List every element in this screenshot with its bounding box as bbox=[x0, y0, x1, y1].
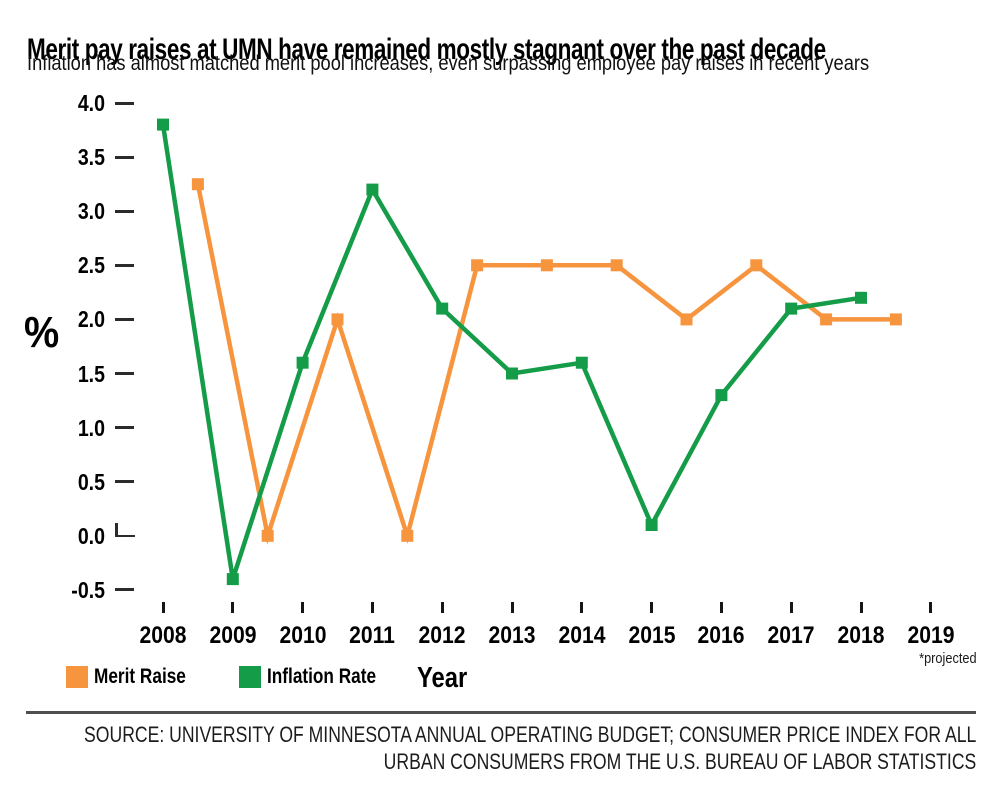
data-point-merit-raise bbox=[820, 313, 833, 326]
x-tick-label: 2008 bbox=[139, 622, 187, 649]
chart-subtitle: Inflation has almost matched merit pool … bbox=[27, 51, 870, 75]
data-point-inflation-rate bbox=[785, 302, 798, 315]
x-tick-mark bbox=[580, 602, 584, 613]
chart-title: Merit pay raises at UMN have remained mo… bbox=[27, 33, 826, 67]
y-tick-mark bbox=[115, 317, 134, 321]
y-tick-label: 2.5 bbox=[77, 252, 105, 279]
footer-divider bbox=[26, 711, 976, 714]
y-tick-label: 1.5 bbox=[77, 360, 105, 387]
x-tick-mark bbox=[440, 602, 444, 613]
y-tick-mark bbox=[115, 426, 134, 430]
x-tick-label: 2014 bbox=[558, 622, 606, 649]
y-tick-label: -0.5 bbox=[71, 576, 105, 603]
data-point-merit-raise bbox=[610, 259, 623, 272]
y-axis-origin-corner bbox=[115, 534, 135, 538]
x-tick-mark bbox=[650, 602, 654, 613]
data-point-merit-raise bbox=[331, 313, 344, 326]
data-point-inflation-rate bbox=[506, 367, 518, 380]
legend-item-inflation-rate: Inflation Rate bbox=[239, 665, 400, 689]
x-axis-label: Year bbox=[417, 662, 468, 694]
x-tick-label: 2010 bbox=[279, 622, 327, 649]
x-tick-label: 2012 bbox=[418, 622, 466, 649]
y-tick-mark bbox=[115, 209, 134, 213]
series-line-merit-raise bbox=[195, 183, 896, 545]
x-tick-label: 2018 bbox=[837, 622, 885, 649]
data-point-inflation-rate bbox=[575, 356, 588, 369]
data-point-inflation-rate bbox=[157, 118, 169, 131]
y-tick-mark bbox=[115, 155, 134, 159]
data-point-inflation-rate bbox=[226, 573, 239, 586]
source-line-2: URBAN CONSUMERS FROM THE U.S. BUREAU OF … bbox=[383, 749, 976, 774]
data-point-inflation-rate bbox=[715, 389, 728, 402]
legend-label: Inflation Rate bbox=[267, 665, 377, 688]
y-tick-mark bbox=[115, 263, 134, 267]
projected-note: *projected bbox=[919, 650, 977, 667]
data-point-inflation-rate bbox=[296, 356, 309, 369]
data-point-merit-raise bbox=[680, 313, 693, 326]
x-tick-mark bbox=[719, 602, 723, 613]
y-tick-mark bbox=[115, 480, 134, 484]
y-tick-label: 3.5 bbox=[77, 144, 105, 171]
y-axis-label: % bbox=[24, 308, 60, 357]
y-axis-origin-corner bbox=[115, 522, 118, 537]
data-point-inflation-rate bbox=[366, 183, 379, 196]
x-tick-label: 2013 bbox=[488, 622, 536, 649]
y-tick-mark bbox=[115, 588, 134, 592]
y-tick-label: 2.0 bbox=[77, 306, 105, 333]
y-tick-label: 3.0 bbox=[77, 198, 105, 225]
data-point-inflation-rate bbox=[855, 291, 867, 304]
legend-swatch bbox=[239, 666, 262, 688]
x-tick-label: 2016 bbox=[697, 622, 745, 649]
legend: Merit Raise Inflation Rate bbox=[66, 665, 400, 689]
legend-label: Merit Raise bbox=[94, 665, 186, 688]
x-tick-label: 2009 bbox=[209, 622, 257, 649]
x-tick-mark bbox=[929, 602, 933, 613]
data-point-merit-raise bbox=[889, 313, 902, 326]
x-tick-mark bbox=[510, 602, 514, 613]
data-point-merit-raise bbox=[471, 259, 484, 272]
legend-item-merit-raise: Merit Raise bbox=[66, 665, 206, 689]
y-tick-label: 1.0 bbox=[77, 414, 105, 441]
y-tick-label: 0.5 bbox=[77, 468, 105, 495]
x-tick-mark bbox=[301, 602, 305, 613]
x-tick-mark bbox=[161, 602, 165, 613]
x-tick-label: 2017 bbox=[767, 622, 815, 649]
x-tick-label: 2011 bbox=[349, 622, 396, 649]
x-tick-mark bbox=[370, 602, 374, 613]
y-tick-label: 4.0 bbox=[77, 90, 105, 116]
x-tick-mark bbox=[789, 602, 793, 613]
data-point-merit-raise bbox=[401, 529, 414, 542]
data-point-inflation-rate bbox=[436, 302, 449, 315]
data-point-merit-raise bbox=[191, 178, 204, 191]
x-tick-label: 2019 bbox=[907, 622, 955, 649]
data-point-merit-raise bbox=[750, 259, 763, 272]
data-point-merit-raise bbox=[261, 529, 274, 542]
source-text: SOURCE: UNIVERSITY OF MINNESOTA ANNUAL O… bbox=[84, 721, 976, 775]
source-line-1: SOURCE: UNIVERSITY OF MINNESOTA ANNUAL O… bbox=[83, 722, 976, 747]
x-tick-mark bbox=[859, 602, 863, 613]
y-tick-label: 0.0 bbox=[77, 522, 105, 549]
series-line-inflation-rate bbox=[160, 124, 862, 580]
data-point-merit-raise bbox=[540, 259, 553, 272]
y-tick-mark bbox=[115, 101, 134, 105]
x-tick-label: 2015 bbox=[628, 622, 676, 649]
data-point-inflation-rate bbox=[645, 519, 658, 531]
y-tick-mark bbox=[115, 372, 134, 375]
x-tick-mark bbox=[231, 602, 235, 613]
legend-swatch bbox=[66, 666, 88, 688]
